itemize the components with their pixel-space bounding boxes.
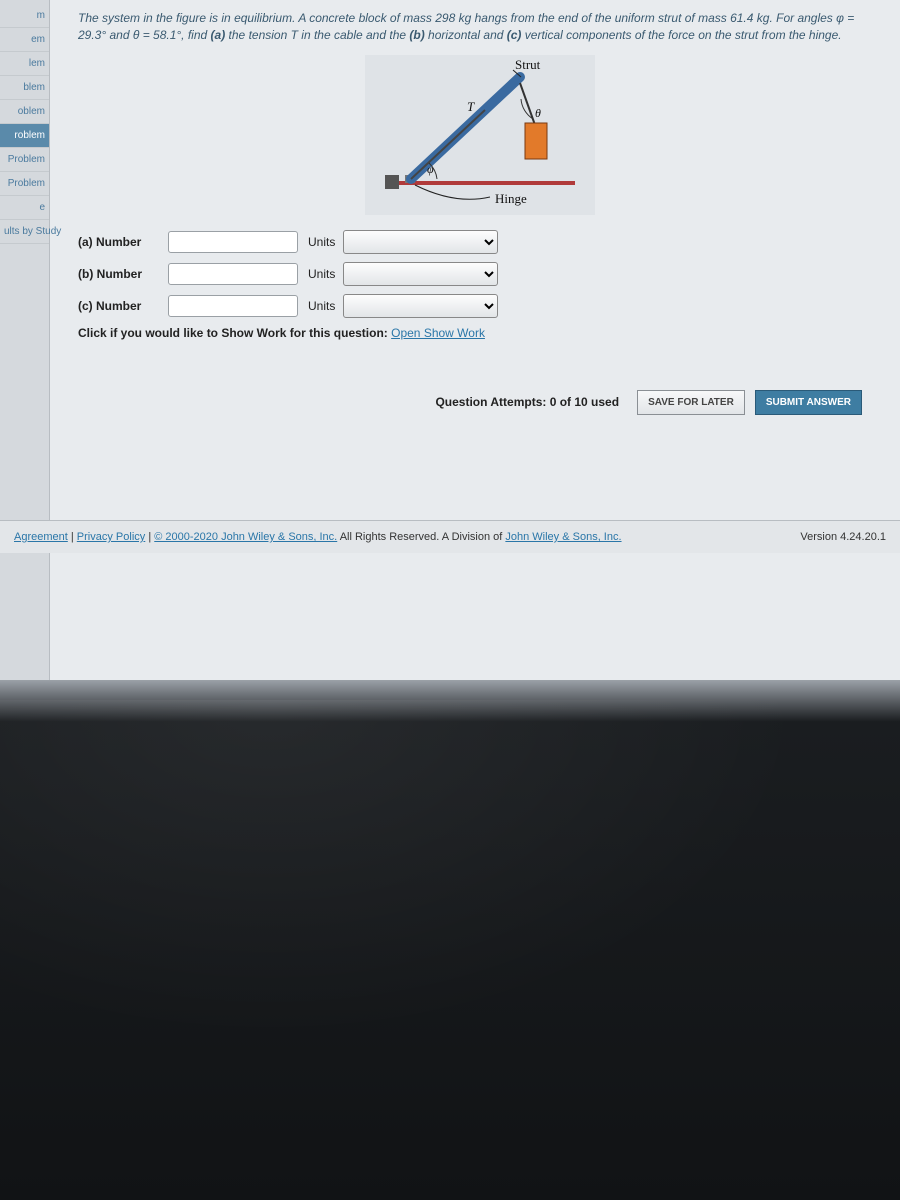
show-work-text: Click if you would like to Show Work for… <box>78 326 391 340</box>
label-T: T <box>467 99 475 114</box>
units-select-c[interactable] <box>343 294 498 318</box>
privacy-link[interactable]: Privacy Policy <box>77 531 145 543</box>
sidebar-item[interactable]: m <box>0 4 49 28</box>
sidebar-item[interactable]: oblem <box>0 100 49 124</box>
sidebar: m em lem blem oblem roblem Problem Probl… <box>0 0 50 680</box>
sidebar-item[interactable]: em <box>0 28 49 52</box>
save-for-later-button[interactable]: SAVE FOR LATER <box>637 390 745 415</box>
division-link[interactable]: John Wiley & Sons, Inc. <box>505 531 621 543</box>
version-text: Version 4.24.20.1 <box>800 531 886 543</box>
footer: Agreement | Privacy Policy | © 2000-2020… <box>0 520 900 553</box>
sidebar-item[interactable]: blem <box>0 76 49 100</box>
show-work-row: Click if you would like to Show Work for… <box>78 326 882 340</box>
units-select-b[interactable] <box>343 262 498 286</box>
open-show-work-link[interactable]: Open Show Work <box>391 326 485 340</box>
label-hinge: Hinge <box>495 191 527 206</box>
answer-label-a: (a) Number <box>78 235 168 249</box>
answer-label-b: (b) Number <box>78 267 168 281</box>
answer-input-b[interactable] <box>168 263 298 285</box>
sidebar-item[interactable]: Problem <box>0 172 49 196</box>
answer-input-a[interactable] <box>168 231 298 253</box>
copyright-link[interactable]: © 2000-2020 John Wiley & Sons, Inc. <box>154 531 337 543</box>
units-label: Units <box>308 299 335 313</box>
sidebar-item[interactable]: roblem <box>0 124 49 148</box>
attempts-text: Question Attempts: 0 of 10 used <box>435 395 619 409</box>
units-label: Units <box>308 235 335 249</box>
sidebar-item[interactable]: ults by Study <box>0 220 49 244</box>
sidebar-item[interactable]: Problem <box>0 148 49 172</box>
sidebar-item[interactable]: e <box>0 196 49 220</box>
question-text: The system in the figure is in equilibri… <box>78 10 882 45</box>
units-select-a[interactable] <box>343 230 498 254</box>
agreement-link[interactable]: Agreement <box>14 531 68 543</box>
answer-label-c: (c) Number <box>78 299 168 313</box>
main-content: The system in the figure is in equilibri… <box>50 0 900 680</box>
answer-input-c[interactable] <box>168 295 298 317</box>
physics-diagram: Strut T φ θ Hinge <box>365 55 595 218</box>
units-label: Units <box>308 267 335 281</box>
submit-answer-button[interactable]: SUBMIT ANSWER <box>755 390 862 415</box>
sidebar-item[interactable]: lem <box>0 52 49 76</box>
screen-reflection <box>0 700 900 1100</box>
answers-block: (a) Number Units (b) Number Units (c) Nu… <box>78 230 882 318</box>
label-theta: θ <box>535 106 541 120</box>
label-strut: Strut <box>515 57 541 72</box>
label-phi: φ <box>427 162 434 176</box>
